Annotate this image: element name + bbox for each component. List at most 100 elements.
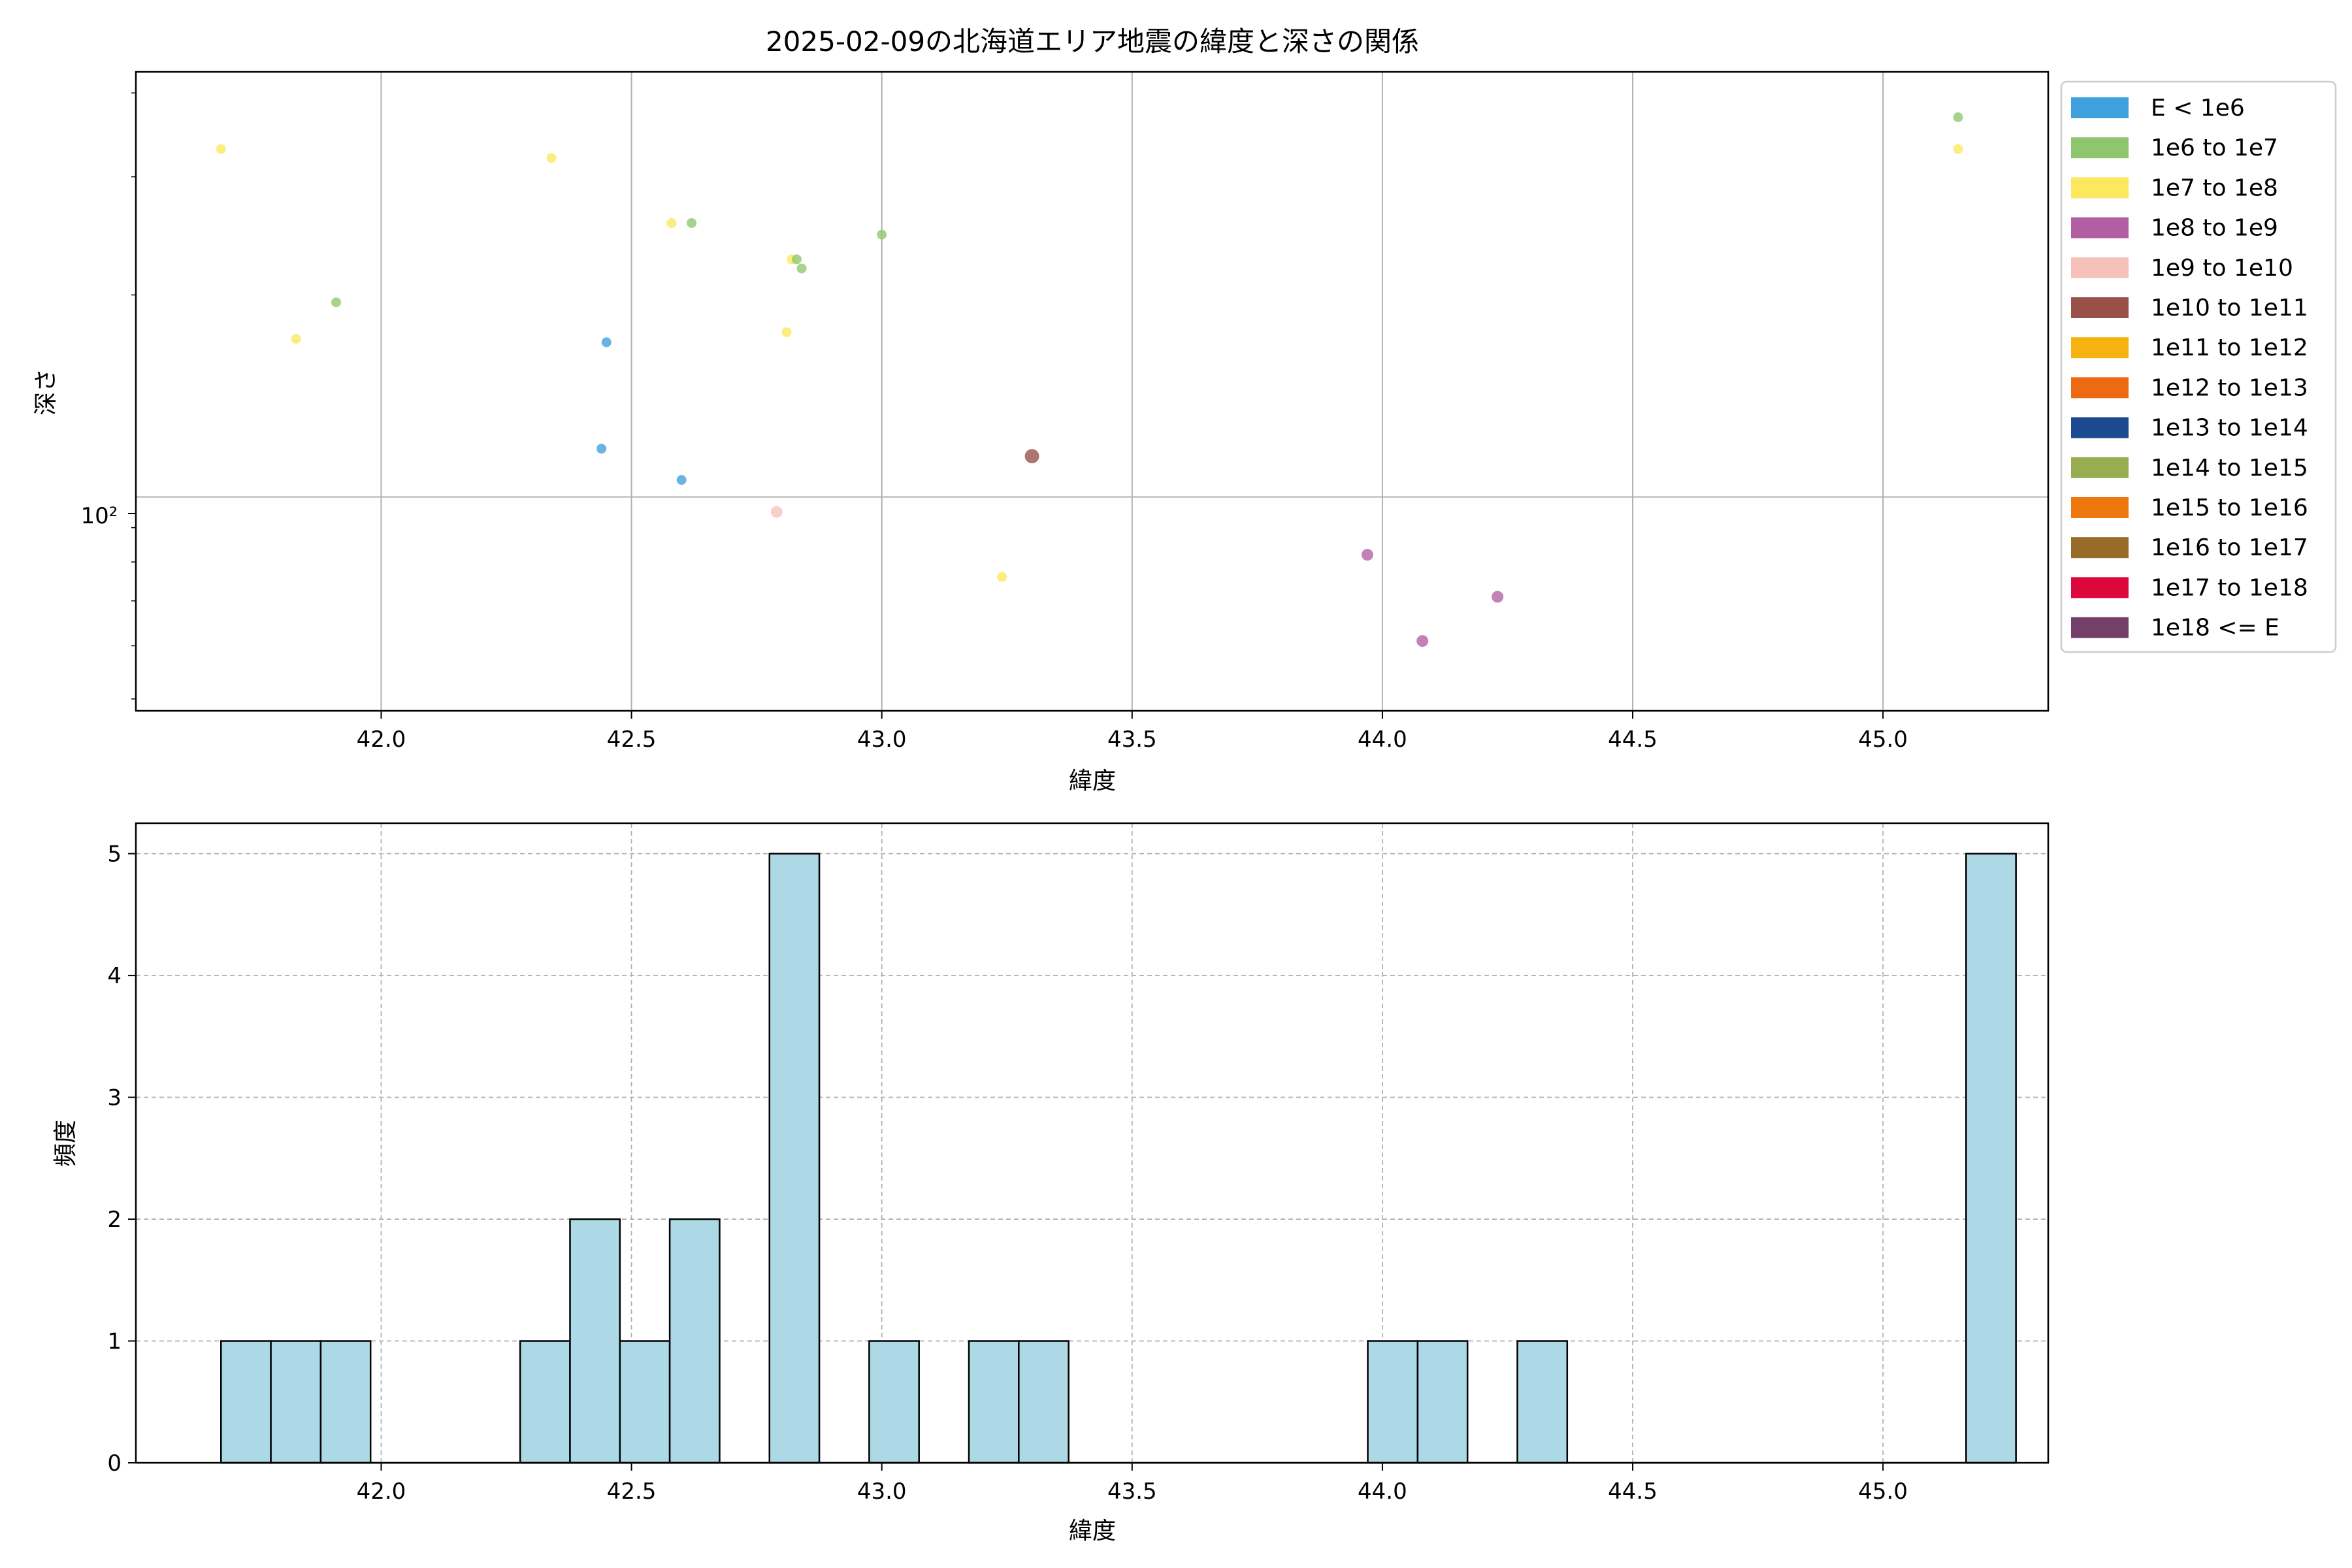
scatter-grid bbox=[136, 72, 2048, 711]
scatter-point bbox=[1024, 449, 1039, 464]
histogram-bar bbox=[569, 1218, 621, 1464]
histogram-bar bbox=[768, 853, 821, 1464]
legend: E < 1e6 1e6 to 1e7 1e7 to 1e8 1e8 to 1e9 1e9… bbox=[2060, 80, 2337, 653]
legend-label: 1e14 to 1e15 bbox=[2151, 455, 2308, 482]
histogram-y-tick-label: 0 bbox=[107, 1450, 122, 1477]
histogram-x-tick-label: 42.5 bbox=[607, 1478, 657, 1505]
legend-label: 1e12 to 1e13 bbox=[2151, 374, 2308, 401]
scatter-point bbox=[687, 218, 697, 228]
legend-label: 1e17 to 1e18 bbox=[2151, 574, 2308, 601]
legend-swatch bbox=[2071, 617, 2129, 638]
histogram-bar bbox=[519, 1340, 571, 1464]
histogram-x-tick-label: 43.0 bbox=[857, 1478, 907, 1505]
histogram-bar bbox=[319, 1340, 372, 1464]
histogram-bar bbox=[1965, 853, 2017, 1464]
histogram-bar bbox=[968, 1340, 1020, 1464]
scatter-point bbox=[666, 218, 677, 228]
legend-label: 1e15 to 1e16 bbox=[2151, 495, 2308, 521]
histogram-panel: 42.0 42.5 43.0 43.5 44.0 44.5 45.0 0 1 2 3 4 5 緯度 頻度 bbox=[52, 822, 2050, 1544]
legend-label: E < 1e6 bbox=[2151, 95, 2245, 122]
histogram-bar bbox=[1416, 1340, 1469, 1464]
histogram-y-tick-label: 3 bbox=[107, 1085, 122, 1111]
histogram-x-tick-label: 45.0 bbox=[1858, 1478, 1908, 1505]
legend-swatch bbox=[2071, 297, 2129, 318]
legend-swatch bbox=[2071, 537, 2129, 559]
histogram-frame bbox=[135, 822, 2050, 1464]
scatter-y-major-tick: 10² bbox=[81, 503, 136, 529]
scatter-x-tick-label: 44.5 bbox=[1608, 727, 1658, 753]
scatter-x-tick-label: 43.0 bbox=[857, 727, 907, 753]
legend-label: 1e6 to 1e7 bbox=[2151, 135, 2278, 161]
legend-swatch bbox=[2071, 177, 2129, 199]
scatter-panel: 42.0 42.5 43.0 43.5 44.0 44.5 45.0 10² 2025-02… bbox=[33, 25, 2050, 794]
histogram-bar bbox=[270, 1340, 322, 1464]
scatter-point bbox=[676, 475, 687, 485]
legend-frame bbox=[2060, 80, 2337, 653]
scatter-point bbox=[770, 506, 783, 518]
scatter-points bbox=[216, 112, 1963, 647]
histogram-y-label: 頻度 bbox=[52, 1120, 79, 1167]
legend-swatch bbox=[2071, 417, 2129, 438]
histogram-bar bbox=[1018, 1340, 1070, 1464]
scatter-x-tick-label: 43.5 bbox=[1107, 727, 1157, 753]
histogram-x-label: 緯度 bbox=[1069, 1518, 1116, 1544]
histogram-bar bbox=[1516, 1340, 1569, 1464]
scatter-y-label: 深さ bbox=[33, 368, 59, 416]
scatter-point bbox=[601, 337, 612, 348]
histogram-bar bbox=[619, 1340, 671, 1464]
histogram-y-tick-label: 5 bbox=[107, 841, 122, 868]
scatter-point bbox=[1953, 112, 1963, 122]
histogram-y-tick-label: 1 bbox=[107, 1329, 122, 1355]
scatter-y-tick-label: 10² bbox=[81, 503, 118, 529]
histogram-bar bbox=[220, 1340, 272, 1464]
legend-label: 1e13 to 1e14 bbox=[2151, 415, 2308, 442]
histogram-bar bbox=[1367, 1340, 1419, 1464]
legend-items: E < 1e6 1e6 to 1e7 1e7 to 1e8 1e8 to 1e9 1e9… bbox=[2071, 95, 2308, 642]
scatter-point bbox=[546, 153, 557, 163]
legend-label: 1e18 <= E bbox=[2151, 615, 2279, 642]
scatter-x-label: 緯度 bbox=[1069, 768, 1116, 794]
scatter-point bbox=[331, 297, 341, 308]
legend-swatch bbox=[2071, 257, 2129, 278]
legend-label: 1e16 to 1e17 bbox=[2151, 534, 2308, 561]
scatter-point bbox=[796, 263, 807, 274]
histogram-x-tick-label: 42.0 bbox=[357, 1478, 406, 1505]
histogram-bar bbox=[868, 1340, 920, 1464]
scatter-point bbox=[791, 254, 802, 265]
scatter-point bbox=[997, 572, 1007, 582]
scatter-x-tick-label: 45.0 bbox=[1858, 727, 1908, 753]
scatter-point bbox=[877, 229, 887, 240]
scatter-point bbox=[1953, 144, 1963, 154]
legend-swatch bbox=[2071, 337, 2129, 359]
histogram-x-tick-label: 44.5 bbox=[1608, 1478, 1658, 1505]
scatter-x-tick-label: 44.0 bbox=[1358, 727, 1407, 753]
legend-swatch bbox=[2071, 457, 2129, 478]
scatter-frame bbox=[135, 71, 2050, 712]
histogram-x-tick-label: 44.0 bbox=[1358, 1478, 1407, 1505]
histogram-ticks: 42.0 42.5 43.0 43.5 44.0 44.5 45.0 0 1 2 3 4 5 bbox=[107, 841, 1908, 1505]
histogram-x-tick-label: 43.5 bbox=[1107, 1478, 1157, 1505]
legend-label: 1e7 to 1e8 bbox=[2151, 174, 2278, 201]
scatter-point bbox=[1416, 635, 1429, 647]
legend-label: 1e8 to 1e9 bbox=[2151, 215, 2278, 242]
scatter-point bbox=[1361, 549, 1373, 561]
histogram-y-tick-label: 2 bbox=[107, 1207, 122, 1233]
histogram-bar bbox=[668, 1218, 721, 1464]
legend-label: 1e11 to 1e12 bbox=[2151, 335, 2308, 361]
legend-label: 1e10 to 1e11 bbox=[2151, 295, 2308, 321]
legend-swatch bbox=[2071, 377, 2129, 399]
scatter-point bbox=[216, 144, 226, 154]
scatter-ticks: 42.0 42.5 43.0 43.5 44.0 44.5 45.0 bbox=[131, 92, 1908, 753]
legend-label: 1e9 to 1e10 bbox=[2151, 255, 2293, 282]
scatter-point bbox=[291, 334, 301, 344]
scatter-title: 2025-02-09の北海道エリア地震の緯度と深さの関係 bbox=[766, 25, 1419, 57]
legend-swatch bbox=[2071, 217, 2129, 238]
histogram-y-tick-label: 4 bbox=[107, 963, 122, 989]
legend-swatch bbox=[2071, 497, 2129, 518]
histogram-bars bbox=[220, 853, 2017, 1464]
scatter-x-tick-label: 42.5 bbox=[607, 727, 657, 753]
legend-swatch bbox=[2071, 137, 2129, 159]
legend-swatch bbox=[2071, 97, 2129, 118]
legend-swatch bbox=[2071, 577, 2129, 598]
scatter-point bbox=[596, 444, 607, 454]
